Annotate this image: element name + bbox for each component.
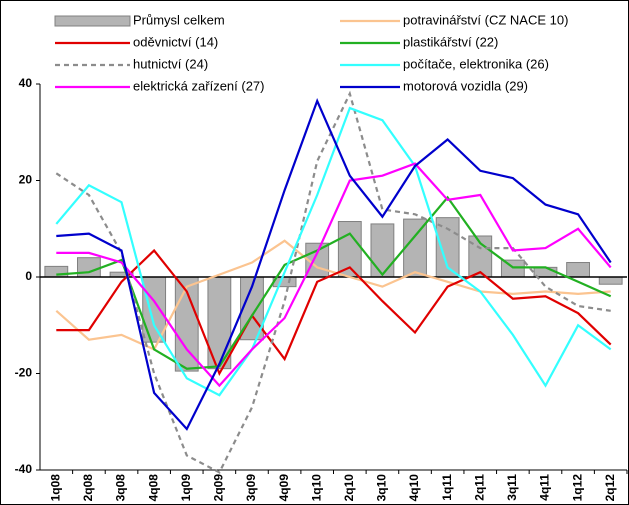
legend-label: motorová vozidla (29) [403,78,528,93]
x-tick-label: 2q08 [81,474,95,502]
line [56,248,612,377]
y-tick-label: -20 [15,366,33,380]
legend-label: oděvnictví (14) [133,34,218,49]
legend-label: počítače, elektronika (26) [403,56,549,71]
x-tick-label: 1q08 [48,474,62,502]
line [56,162,612,388]
legend-label: hutnictví (24) [133,56,208,71]
line [56,97,612,431]
legend-label: plastikářství (22) [403,34,498,49]
x-tick-label: 3q09 [244,474,258,502]
bar [44,265,69,278]
x-tick-label: 3q10 [375,474,389,502]
legend-label: Průmysl celkem [133,12,225,27]
y-tick-label: 20 [19,173,33,187]
y-tick-label: 0 [25,269,32,283]
x-tick-label: 4q10 [407,474,421,502]
x-tick-label: 2q11 [472,474,486,501]
x-tick-label: 4q11 [538,474,552,501]
legend-swatch [54,15,131,27]
x-tick-label: 2q09 [212,474,226,502]
line [55,106,612,397]
bar [598,276,623,285]
line [56,195,612,370]
x-tick-label: 2q12 [603,474,617,502]
bar [77,257,101,278]
x-tick-label: 1q10 [309,474,323,502]
y-tick-label: -40 [15,462,33,476]
x-tick-label: 1q12 [570,474,584,502]
x-tick-label: 3q11 [505,474,519,501]
legend-label: potravinářství (CZ NACE 10) [403,12,568,27]
y-tick-label: 40 [19,76,33,90]
x-tick-label: 3q08 [114,474,128,502]
bar [566,262,590,278]
line [55,239,611,351]
x-tick-label: 4q08 [146,474,160,502]
x-tick-label: 1q09 [179,474,193,502]
bar [370,223,395,278]
x-tick-label: 4q09 [277,474,291,502]
x-tick-label: 1q11 [440,474,454,501]
line [55,90,611,474]
legend-label: elektrická zařízení (27) [133,78,265,93]
x-tick-label: 2q10 [342,474,356,502]
